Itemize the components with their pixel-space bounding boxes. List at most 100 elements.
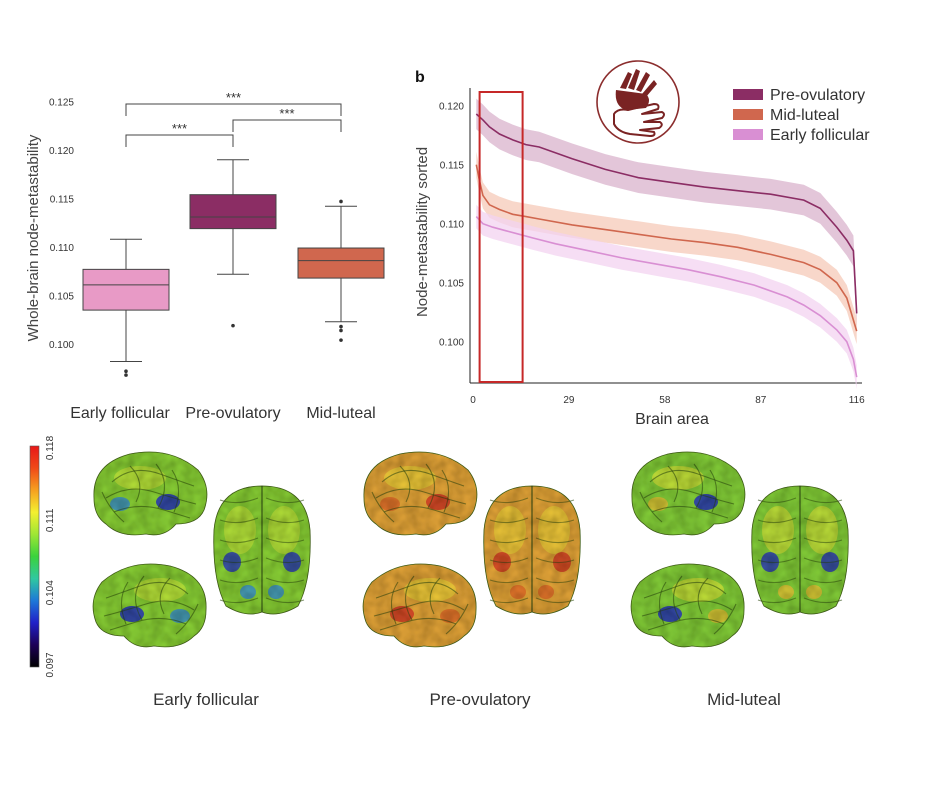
dorsal-view bbox=[213, 485, 311, 615]
gyrus-line bbox=[489, 557, 529, 564]
line-chart-legend: Pre-ovulatory Mid-luteal Early follicular bbox=[733, 87, 870, 144]
gyrus-line bbox=[373, 600, 465, 617]
gyrus-line bbox=[219, 597, 259, 604]
gyrus-line bbox=[441, 469, 450, 513]
gyrus-line bbox=[219, 577, 259, 584]
colorbar-tick-label: 0.097 bbox=[45, 652, 56, 677]
gyrus-line bbox=[375, 488, 467, 505]
gyrus-line bbox=[639, 491, 663, 523]
brain-panel-early-follicular bbox=[92, 451, 311, 648]
series-line-pre-ovulatory bbox=[475, 113, 858, 314]
gyrus-line bbox=[129, 465, 141, 503]
gyrus-line bbox=[803, 597, 843, 604]
box-mid-luteal bbox=[297, 199, 385, 342]
sign-language-icon bbox=[596, 60, 680, 144]
gyrus-line bbox=[651, 505, 729, 519]
line-chart-y-tick-label: 0.100 bbox=[439, 338, 464, 349]
gyrus-line bbox=[265, 557, 305, 564]
boxplot-panel: Whole-brain node-metastability 0.1000.10… bbox=[25, 90, 385, 422]
outlier-point bbox=[339, 199, 343, 204]
line-chart-y-tick-label: 0.120 bbox=[439, 102, 464, 113]
panel-b-label: b bbox=[415, 69, 425, 86]
patch-region bbox=[778, 585, 794, 599]
gyrus-line bbox=[489, 597, 529, 604]
colorbar-tick-label: 0.104 bbox=[45, 580, 56, 605]
patch-region bbox=[510, 585, 526, 599]
gyrus-line bbox=[383, 505, 461, 519]
box-early-follicular bbox=[82, 238, 170, 377]
hemisphere-surface bbox=[93, 451, 208, 536]
gyrus-line bbox=[175, 603, 199, 635]
gyrus-line bbox=[159, 577, 171, 615]
patch-region bbox=[708, 609, 728, 623]
gyrus-line bbox=[697, 577, 709, 615]
outlier-point bbox=[339, 338, 343, 342]
legend-label: Pre-ovulatory bbox=[770, 87, 865, 104]
gyrus-line bbox=[489, 517, 529, 524]
boxplot-y-ticks: 0.100 0.105 0.110 0.115 0.120 0.125 bbox=[49, 98, 74, 351]
gyrus-line bbox=[535, 497, 575, 504]
hemisphere-surface bbox=[92, 563, 207, 648]
significance-label: *** bbox=[172, 121, 187, 136]
colorbar-gradient bbox=[29, 445, 40, 668]
gyrus-line bbox=[265, 577, 305, 584]
gyrus-line bbox=[757, 497, 797, 504]
gyrus-line bbox=[489, 497, 529, 504]
confidence-bands bbox=[476, 98, 857, 389]
gyrus-line bbox=[445, 603, 469, 635]
outlier-point bbox=[124, 369, 128, 374]
line-chart-x-tick-label: 87 bbox=[755, 395, 767, 406]
line-chart-y-ticks: 0.100 0.105 0.110 0.115 0.120 bbox=[439, 102, 464, 349]
gyrus-line bbox=[371, 491, 395, 523]
gyrus-line bbox=[643, 581, 727, 599]
series-line-early-follicular bbox=[475, 216, 858, 378]
outlier-point bbox=[124, 373, 128, 377]
lateral-hemisphere bbox=[363, 451, 478, 536]
line-chart-x-tick-label: 116 bbox=[849, 395, 865, 406]
gyrus-line bbox=[101, 491, 125, 523]
boxplot-y-tick-label: 0.115 bbox=[50, 195, 75, 206]
gyrus-line bbox=[489, 577, 529, 584]
lateral-hemisphere bbox=[630, 563, 745, 648]
line-chart-y-tick-label: 0.110 bbox=[440, 220, 465, 231]
dorsal-view bbox=[751, 485, 849, 615]
highlight-region bbox=[494, 506, 526, 554]
outlier-point bbox=[339, 324, 343, 329]
highlight-region bbox=[538, 506, 570, 554]
gyrus-line bbox=[713, 603, 737, 635]
brain-panel-caption: Pre-ovulatory bbox=[429, 690, 531, 709]
hemisphere-surface bbox=[630, 563, 745, 648]
boxplot-y-tick-label: 0.125 bbox=[49, 98, 74, 109]
gyrus-line bbox=[219, 497, 259, 504]
hemisphere-surface bbox=[631, 451, 746, 536]
gyrus-line bbox=[709, 469, 718, 513]
gyrus-line bbox=[803, 537, 843, 544]
patch-region bbox=[240, 585, 256, 599]
gyrus-line bbox=[109, 617, 187, 631]
patch-region bbox=[110, 497, 130, 511]
gyrus-line bbox=[535, 577, 575, 584]
gyrus-line bbox=[803, 557, 843, 564]
line-chart-y-tick-label: 0.115 bbox=[440, 161, 465, 172]
significance-bracket bbox=[125, 103, 342, 116]
gyrus-line bbox=[672, 575, 683, 621]
significance-bracket bbox=[125, 134, 234, 147]
gyrus-line bbox=[404, 575, 415, 621]
gyrus-line bbox=[120, 581, 129, 625]
outlier-point bbox=[339, 328, 343, 333]
gyrus-line bbox=[155, 463, 166, 509]
gyrus-line bbox=[641, 600, 733, 617]
highlight-region bbox=[224, 506, 256, 554]
gyrus-line bbox=[381, 469, 465, 487]
gyrus-line bbox=[171, 469, 180, 513]
gyrus-line bbox=[219, 517, 259, 524]
legend-label: Early follicular bbox=[770, 127, 870, 144]
patch-region bbox=[538, 585, 554, 599]
legend-swatch bbox=[733, 129, 763, 140]
brain-panel-caption: Early follicular bbox=[153, 690, 259, 709]
gyrus-line bbox=[105, 581, 189, 599]
colorbar-ticks: 0.118 0.111 0.104 0.097 bbox=[45, 435, 56, 677]
gyrus-line bbox=[429, 577, 441, 615]
boxplot-x-tick-label: Early follicular bbox=[70, 405, 170, 422]
